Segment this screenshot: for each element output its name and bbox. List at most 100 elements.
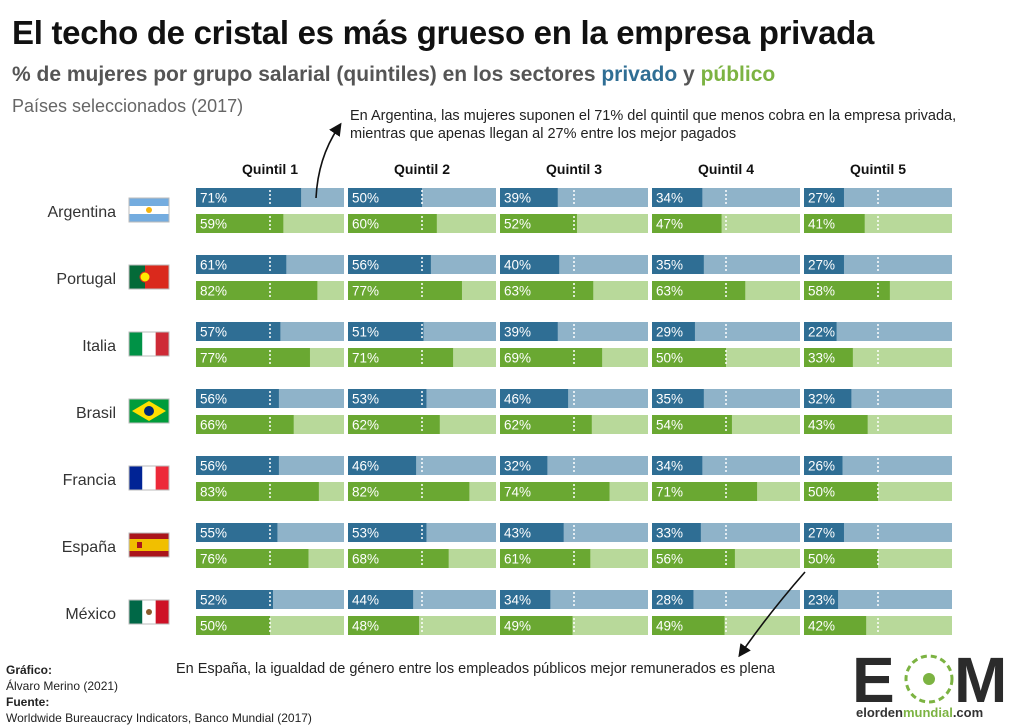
privado-value-label: 44% bbox=[352, 593, 379, 608]
privado-bar bbox=[804, 523, 844, 542]
chart-credit-author: Álvaro Merino (2021) bbox=[6, 679, 119, 693]
privado-value-label: 27% bbox=[808, 191, 835, 206]
quintile-header: Quintil 1 bbox=[242, 161, 298, 177]
privado-bar bbox=[500, 322, 558, 341]
quintile-headers: Quintil 1 Quintil 2 Quintil 3 Quintil 4 Quin… bbox=[242, 161, 906, 177]
privado-bar bbox=[348, 456, 417, 475]
publico-value-label: 60% bbox=[352, 217, 379, 232]
publico-value-label: 56% bbox=[656, 552, 683, 567]
page-subtitle: % de mujeres por grupo salarial (quintil… bbox=[12, 63, 775, 87]
privado-bar bbox=[196, 523, 278, 542]
argentina-flag bbox=[128, 197, 170, 223]
publico-value-label: 52% bbox=[504, 217, 531, 232]
publico-bar bbox=[196, 214, 284, 233]
eom-logo: E M bbox=[852, 646, 1007, 716]
country-row: Brasil 56% 53% 46% 35% 32% 66% 62% 62% 54% 43% bbox=[76, 389, 952, 434]
privado-value-label: 22% bbox=[808, 325, 835, 340]
privado-value-label: 27% bbox=[808, 258, 835, 273]
argentina-annotation: En Argentina, las mujeres suponen el 71%… bbox=[350, 108, 957, 142]
publico-bar bbox=[652, 348, 726, 367]
publico-value-label: 77% bbox=[200, 351, 227, 366]
publico-value-label: 41% bbox=[808, 217, 835, 232]
publico-value-label: 77% bbox=[352, 284, 379, 299]
privado-bar bbox=[804, 255, 844, 274]
country-row: España 55% 53% 43% 33% 27% 76% 68% 61% 56% 50% bbox=[62, 523, 952, 568]
portugal-flag bbox=[128, 264, 170, 290]
publico-bar bbox=[804, 549, 878, 568]
publico-bar bbox=[500, 616, 573, 635]
publico-value-label: 61% bbox=[504, 552, 531, 567]
privado-value-label: 35% bbox=[656, 258, 683, 273]
quintile-header: Quintil 3 bbox=[546, 161, 602, 177]
publico-value-label: 50% bbox=[808, 485, 835, 500]
privado-value-label: 52% bbox=[200, 593, 227, 608]
publico-bar bbox=[348, 616, 420, 635]
credits: Gráfico: Álvaro Merino (2021) Fuente: Wo… bbox=[6, 662, 312, 726]
privado-value-label: 43% bbox=[504, 526, 531, 541]
publico-bar bbox=[652, 281, 746, 300]
publico-value-label: 63% bbox=[504, 284, 531, 299]
privado-bar bbox=[196, 255, 287, 274]
publico-value-label: 43% bbox=[808, 418, 835, 433]
country-row: Italia 57% 51% 39% 29% 22% 77% 71% 69% 50% 33% bbox=[82, 322, 952, 367]
publico-bar bbox=[196, 482, 319, 501]
publico-bar bbox=[500, 281, 594, 300]
publico-bar bbox=[196, 281, 318, 300]
publico-value-label: 83% bbox=[200, 485, 227, 500]
publico-bar bbox=[804, 616, 867, 635]
chart-credit-label: Gráfico: bbox=[6, 663, 53, 677]
publico-bar bbox=[652, 415, 732, 434]
privado-value-label: 46% bbox=[504, 392, 531, 407]
privado-bar bbox=[652, 456, 703, 475]
privado-bar-background bbox=[804, 322, 952, 341]
privado-value-label: 28% bbox=[656, 593, 683, 608]
privado-value-label: 34% bbox=[504, 593, 531, 608]
quintile-header: Quintil 2 bbox=[394, 161, 450, 177]
privado-value-label: 56% bbox=[200, 459, 227, 474]
publico-value-label: 33% bbox=[808, 351, 835, 366]
top-annotation-arrow bbox=[315, 122, 342, 199]
privado-value-label: 61% bbox=[200, 258, 227, 273]
publico-bar bbox=[804, 482, 878, 501]
publico-bar bbox=[652, 549, 735, 568]
privado-value-label: 35% bbox=[656, 392, 683, 407]
privado-bar bbox=[196, 456, 279, 475]
publico-value-label: 62% bbox=[504, 418, 531, 433]
mexico-flag bbox=[128, 599, 170, 625]
bottom-annotation-arrow bbox=[738, 571, 806, 658]
publico-bar bbox=[348, 415, 440, 434]
privado-bar-background bbox=[804, 590, 952, 609]
publico-value-label: 58% bbox=[808, 284, 835, 299]
privado-bar bbox=[500, 456, 548, 475]
privado-bar bbox=[196, 590, 273, 609]
publico-bar bbox=[348, 214, 437, 233]
privado-bar bbox=[348, 322, 424, 341]
publico-bar bbox=[500, 415, 592, 434]
privado-bar bbox=[804, 456, 843, 475]
country-row: Portugal 61% 56% 40% 35% 27% 82% 77% 63% 63% 58% bbox=[56, 255, 952, 300]
publico-bar bbox=[500, 348, 603, 367]
privado-bar bbox=[804, 389, 852, 408]
privado-value-label: 56% bbox=[352, 258, 379, 273]
privado-value-label: 39% bbox=[504, 191, 531, 206]
privado-bar bbox=[348, 389, 427, 408]
publico-value-label: 50% bbox=[808, 552, 835, 567]
privado-value-label: 32% bbox=[808, 392, 835, 407]
publico-bar bbox=[196, 348, 310, 367]
publico-bar bbox=[196, 616, 270, 635]
quintile-header: Quintil 5 bbox=[850, 161, 906, 177]
privado-bar bbox=[196, 322, 281, 341]
publico-value-label: 82% bbox=[352, 485, 379, 500]
publico-value-label: 48% bbox=[352, 619, 379, 634]
subtitle-main: % de mujeres por grupo salarial (quintil… bbox=[12, 63, 596, 86]
country-label: España bbox=[62, 539, 116, 556]
publico-bar bbox=[804, 214, 865, 233]
privado-value-label: 27% bbox=[808, 526, 835, 541]
privado-value-label: 57% bbox=[200, 325, 227, 340]
publico-value-label: 47% bbox=[656, 217, 683, 232]
privado-value-label: 53% bbox=[352, 392, 379, 407]
publico-value-label: 63% bbox=[656, 284, 683, 299]
privado-bar bbox=[652, 255, 704, 274]
privado-value-label: 29% bbox=[656, 325, 683, 340]
